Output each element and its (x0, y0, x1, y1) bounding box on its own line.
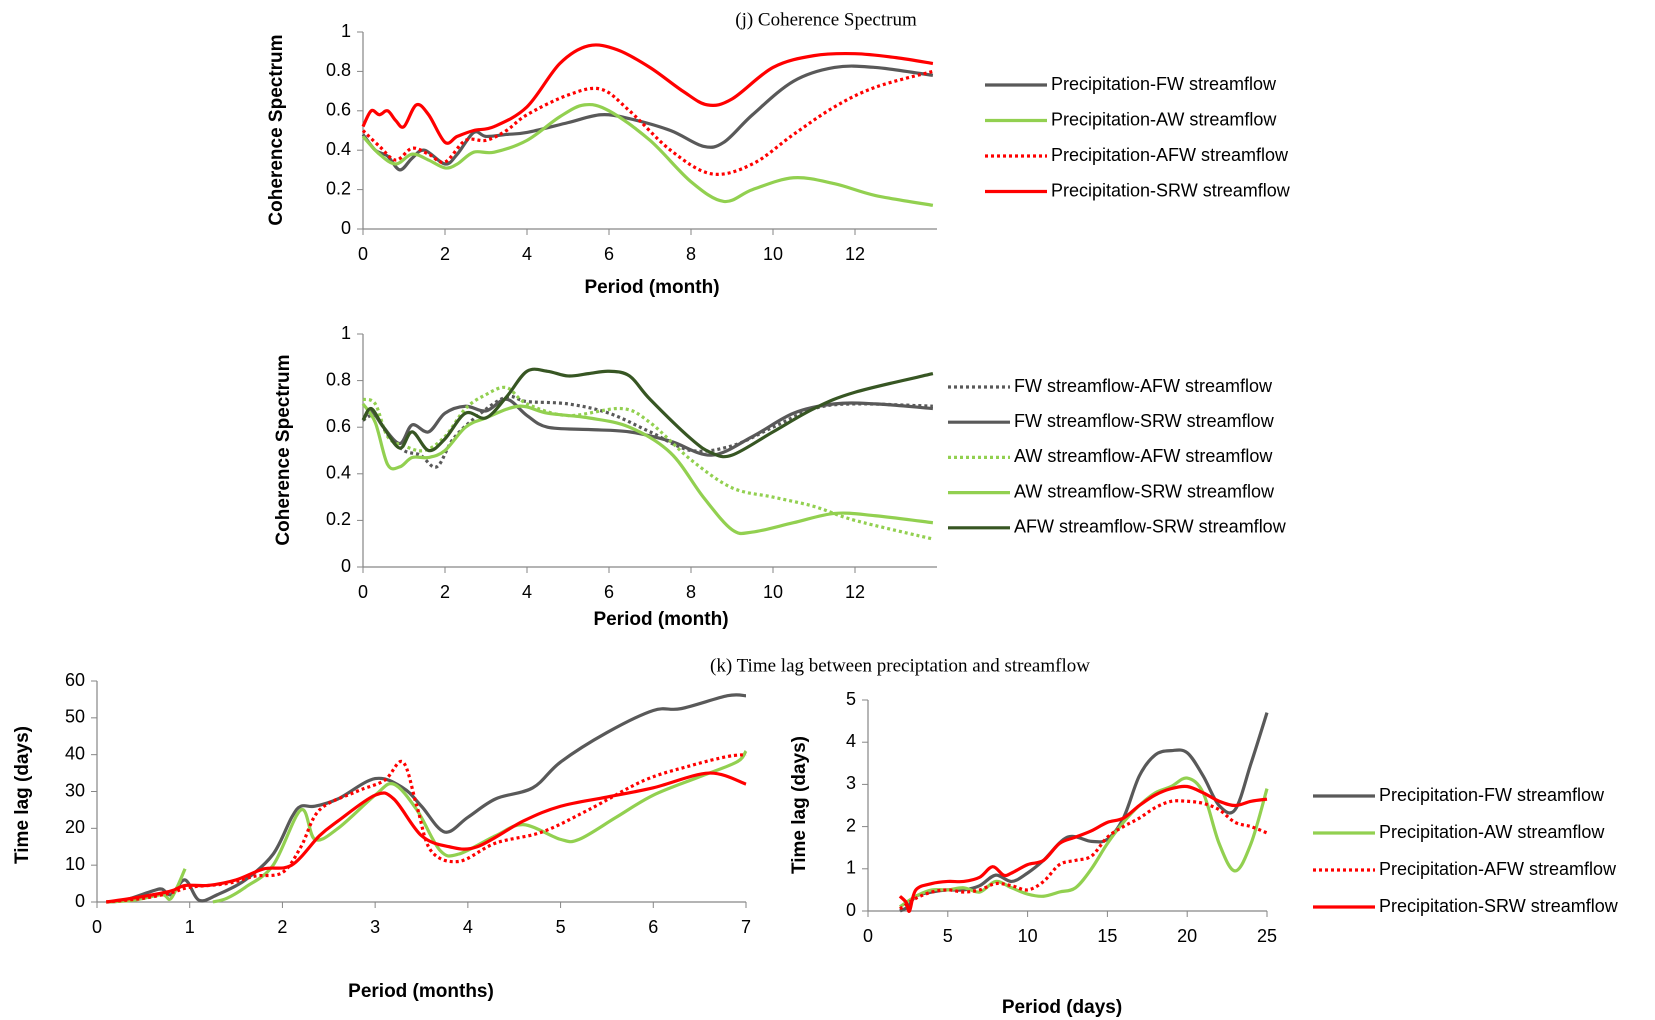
data-line (106, 749, 748, 904)
y-tick-label: 10 (65, 854, 85, 874)
data-line (361, 43, 934, 145)
x-tick-label: 0 (358, 244, 368, 264)
legend-label: Precipitation-AW streamflow (1379, 822, 1605, 842)
y-tick-label: 0 (341, 218, 351, 238)
y-tick-label: 0.4 (326, 139, 351, 159)
x-tick-label: 10 (1018, 926, 1038, 946)
x-tick-label: 25 (1257, 926, 1277, 946)
x-tick-label: 15 (1097, 926, 1117, 946)
x-tick-label: 2 (277, 917, 287, 937)
y-tick-label: 0 (341, 556, 351, 576)
data-line (361, 102, 934, 207)
data-line (361, 367, 934, 459)
data-line (899, 799, 1268, 911)
data-line (899, 776, 1269, 909)
x-tick-label: 8 (686, 582, 696, 602)
y-axis-title: Coherence Spectrum (266, 34, 287, 225)
y-axis-title: Coherence Spectrum (273, 354, 294, 545)
legend-label: AW streamflow-SRW streamflow (1014, 481, 1275, 501)
chart-title: (j) Coherence Spectrum (735, 9, 917, 30)
data-line (361, 69, 934, 176)
y-tick-label: 0.8 (326, 60, 351, 80)
x-tick-label: 6 (648, 917, 658, 937)
x-tick-label: 8 (686, 244, 696, 264)
y-tick-label: 30 (65, 780, 85, 800)
legend-label: Precipitation-AFW streamflow (1051, 145, 1289, 165)
y-tick-label: 50 (65, 707, 85, 727)
legend-label: Precipitation-AW streamflow (1051, 109, 1277, 129)
x-axis-title: Period (month) (593, 609, 728, 630)
x-tick-label: 10 (763, 582, 783, 602)
y-tick-label: 3 (846, 773, 856, 793)
y-tick-label: 1 (341, 21, 351, 41)
y-tick-label: 0.2 (326, 178, 351, 198)
y-tick-label: 0 (75, 891, 85, 911)
legend-label: Precipitation-FW streamflow (1379, 785, 1605, 805)
legend-label: Precipitation-AFW streamflow (1379, 859, 1617, 879)
y-axis-title: Time lag (days) (789, 736, 810, 874)
legend-label: Precipitation-SRW streamflow (1379, 896, 1619, 916)
x-axis-title: Period (days) (1002, 997, 1122, 1018)
chart-title: (k) Time lag between preciptation and st… (710, 655, 1090, 676)
y-tick-label: 0 (846, 900, 856, 920)
y-tick-label: 0.6 (326, 100, 351, 120)
x-tick-label: 7 (741, 917, 751, 937)
y-tick-label: 0.4 (326, 463, 351, 483)
legend-label: AW streamflow-AFW streamflow (1014, 446, 1273, 466)
x-tick-label: 4 (522, 244, 532, 264)
legend-label: Precipitation-SRW streamflow (1051, 180, 1291, 200)
x-tick-label: 6 (604, 244, 614, 264)
y-tick-label: 1 (341, 323, 351, 343)
x-tick-label: 6 (604, 582, 614, 602)
legend-label: AFW streamflow-SRW streamflow (1014, 517, 1287, 537)
data-line (106, 771, 747, 904)
x-tick-label: 2 (440, 244, 450, 264)
y-tick-label: 0.2 (326, 509, 351, 529)
y-tick-label: 20 (65, 817, 85, 837)
data-line (898, 784, 1268, 913)
legend-label: FW streamflow-SRW streamflow (1014, 411, 1275, 431)
data-line (361, 402, 934, 536)
x-tick-label: 5 (556, 917, 566, 937)
data-line (361, 64, 934, 172)
legend-label: Precipitation-FW streamflow (1051, 74, 1277, 94)
data-line (361, 397, 934, 457)
x-tick-label: 0 (863, 926, 873, 946)
y-tick-label: 1 (846, 858, 856, 878)
x-tick-label: 4 (522, 582, 532, 602)
x-tick-label: 12 (845, 244, 865, 264)
y-tick-label: 40 (65, 743, 85, 763)
x-tick-label: 0 (92, 917, 102, 937)
y-tick-label: 0.6 (326, 416, 351, 436)
x-axis-title: Period (months) (348, 981, 494, 1002)
x-tick-label: 12 (845, 582, 865, 602)
y-tick-label: 0.8 (326, 369, 351, 389)
y-tick-label: 60 (65, 670, 85, 690)
x-tick-label: 2 (440, 582, 450, 602)
x-tick-label: 5 (943, 926, 953, 946)
legend-label: FW streamflow-AFW streamflow (1014, 376, 1273, 396)
y-tick-label: 2 (846, 815, 856, 835)
x-tick-label: 0 (358, 582, 368, 602)
x-axis-title: Period (month) (584, 277, 719, 298)
x-tick-label: 1 (185, 917, 195, 937)
x-tick-label: 4 (463, 917, 473, 937)
y-tick-label: 5 (846, 689, 856, 709)
x-tick-label: 20 (1177, 926, 1197, 946)
y-axis-title: Time lag (days) (12, 726, 33, 864)
y-tick-label: 4 (846, 731, 856, 751)
x-tick-label: 3 (370, 917, 380, 937)
x-tick-label: 10 (763, 244, 783, 264)
